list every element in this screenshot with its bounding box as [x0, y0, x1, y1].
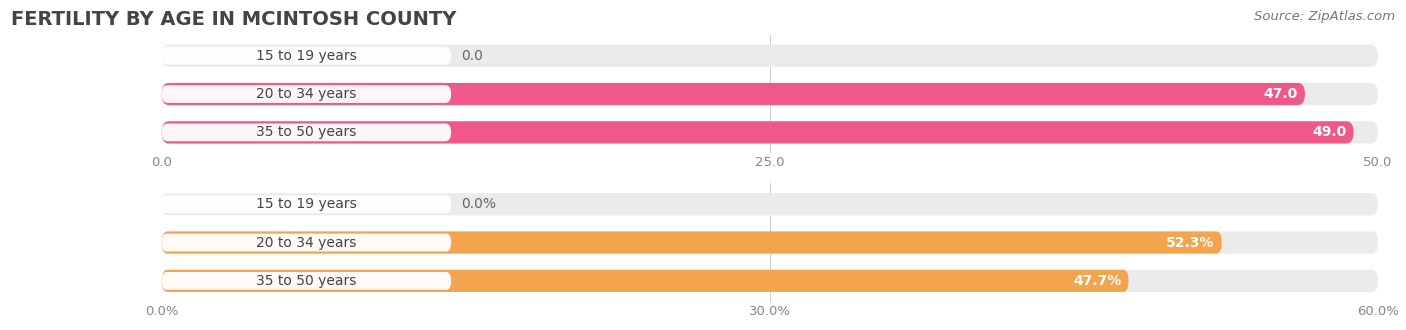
FancyBboxPatch shape: [162, 83, 1378, 105]
Text: 49.0: 49.0: [1312, 125, 1347, 139]
FancyBboxPatch shape: [162, 121, 1378, 144]
FancyBboxPatch shape: [162, 47, 451, 65]
Text: 35 to 50 years: 35 to 50 years: [256, 274, 357, 288]
Text: FERTILITY BY AGE IN MCINTOSH COUNTY: FERTILITY BY AGE IN MCINTOSH COUNTY: [11, 10, 457, 29]
Text: 20 to 34 years: 20 to 34 years: [256, 236, 357, 249]
FancyBboxPatch shape: [162, 85, 451, 103]
Text: 47.7%: 47.7%: [1073, 274, 1121, 288]
Text: 15 to 19 years: 15 to 19 years: [256, 49, 357, 63]
FancyBboxPatch shape: [162, 231, 1222, 254]
FancyBboxPatch shape: [162, 123, 451, 141]
FancyBboxPatch shape: [162, 83, 1305, 105]
Text: 20 to 34 years: 20 to 34 years: [256, 87, 357, 101]
FancyBboxPatch shape: [162, 231, 1378, 254]
FancyBboxPatch shape: [162, 121, 1354, 144]
FancyBboxPatch shape: [162, 270, 1129, 292]
Text: 35 to 50 years: 35 to 50 years: [256, 125, 357, 139]
FancyBboxPatch shape: [162, 195, 451, 213]
Text: 0.0: 0.0: [461, 49, 482, 63]
Text: 47.0: 47.0: [1264, 87, 1298, 101]
FancyBboxPatch shape: [162, 234, 451, 251]
FancyBboxPatch shape: [162, 45, 1378, 67]
Text: Source: ZipAtlas.com: Source: ZipAtlas.com: [1254, 10, 1395, 23]
Text: 52.3%: 52.3%: [1166, 236, 1215, 249]
FancyBboxPatch shape: [162, 272, 451, 290]
Text: 0.0%: 0.0%: [461, 197, 496, 211]
FancyBboxPatch shape: [162, 270, 1378, 292]
FancyBboxPatch shape: [162, 193, 1378, 215]
Text: 15 to 19 years: 15 to 19 years: [256, 197, 357, 211]
